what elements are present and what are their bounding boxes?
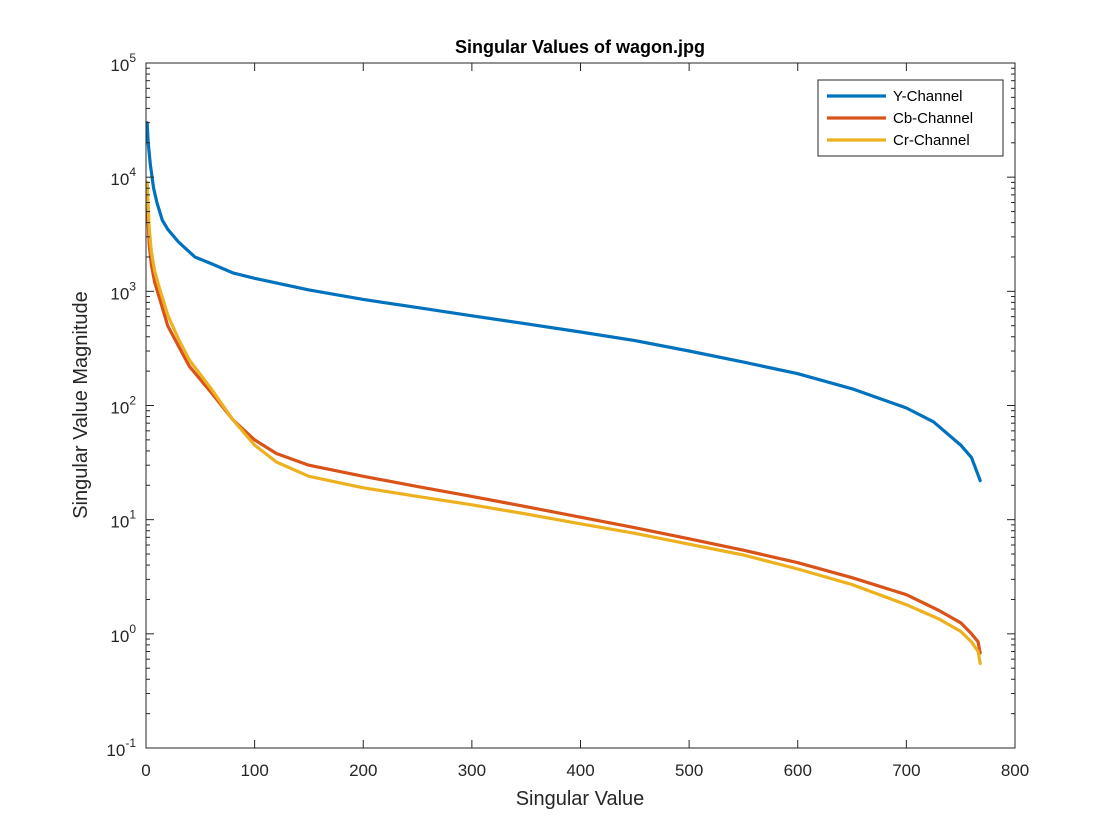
- y-tick-label: 105: [110, 51, 136, 75]
- legend-entry-label: Cr-Channel: [893, 132, 970, 149]
- x-tick-label: 400: [566, 761, 594, 780]
- x-tick-label: 600: [784, 761, 812, 780]
- x-tick-label: 100: [240, 761, 268, 780]
- y-axis-label: Singular Value Magnitude: [70, 291, 92, 519]
- series-lines: [145, 121, 982, 666]
- x-tick-label: 500: [675, 761, 703, 780]
- series-line-cb-channel: [145, 183, 982, 655]
- y-tick-label: 100: [110, 622, 136, 646]
- legend-entry-label: Y-Channel: [893, 88, 963, 105]
- legend-entry-label: Cb-Channel: [893, 110, 973, 127]
- y-tick-label: 101: [110, 508, 136, 532]
- x-tick-label: 200: [349, 761, 377, 780]
- y-tick-label: 104: [110, 165, 136, 189]
- legend: Y-Channel Cb-Channel Cr-Channel: [817, 79, 1004, 157]
- x-tick-label: 0: [141, 761, 150, 780]
- x-axis-label: Singular Value: [516, 788, 645, 810]
- plot-area: [146, 63, 1015, 748]
- series-line-cr-channel: [145, 180, 982, 666]
- chart-title: Singular Values of wagon.jpg: [455, 37, 705, 57]
- series-line-y-channel: [145, 121, 982, 483]
- y-tick-label: 102: [110, 394, 136, 418]
- x-tick-label: 700: [892, 761, 920, 780]
- x-tick-label: 300: [458, 761, 486, 780]
- axes: 0 100 200 300 400 500 600 700 800 10-1 100 101 102 10…: [106, 51, 1029, 780]
- x-tick-label: 800: [1001, 761, 1029, 780]
- y-tick-label: 10-1: [106, 736, 136, 760]
- y-tick-label: 103: [110, 279, 136, 303]
